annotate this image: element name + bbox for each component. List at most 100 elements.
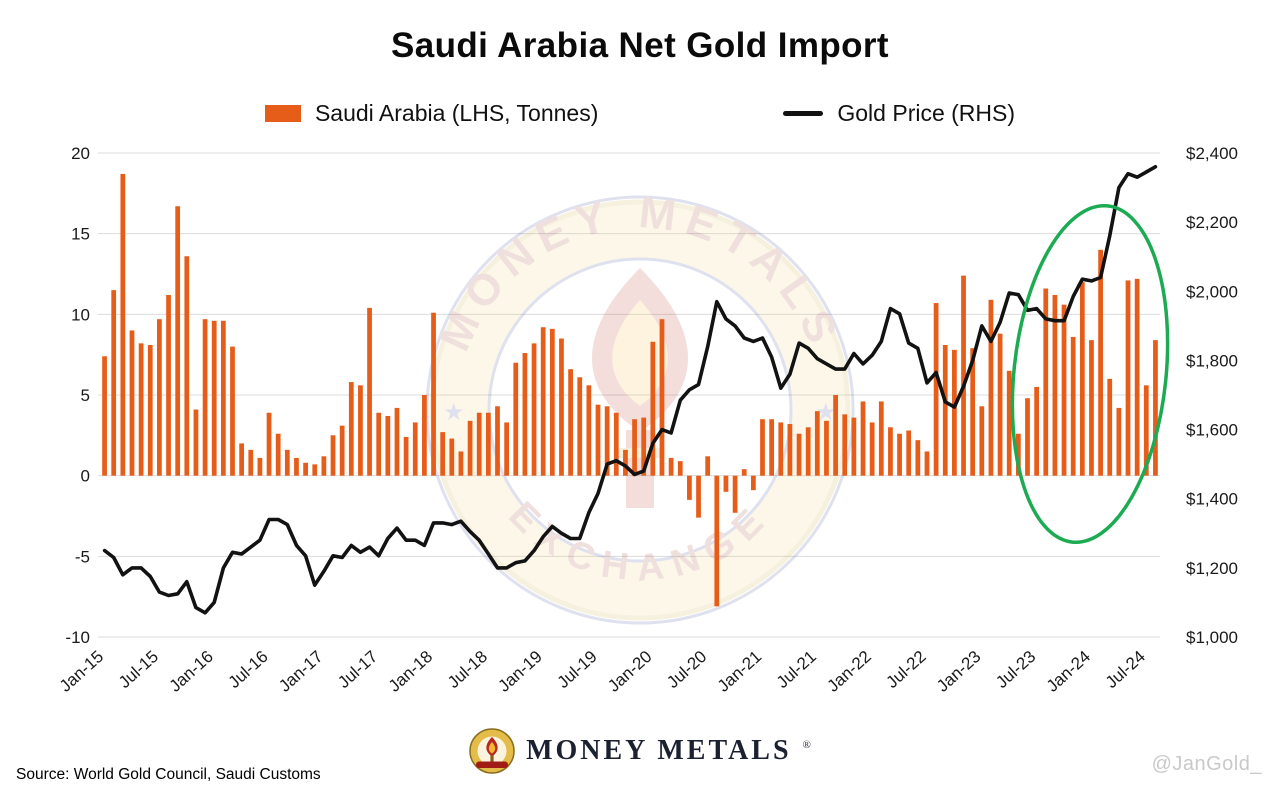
bar: [1125, 280, 1131, 476]
bar: [842, 414, 848, 476]
bar: [632, 419, 637, 476]
bar: [385, 415, 391, 476]
svg-text:Jul-20: Jul-20: [663, 647, 710, 692]
bars-series: [102, 173, 1158, 607]
bar: [1134, 278, 1140, 476]
bar: [367, 307, 372, 476]
bar: [485, 412, 491, 476]
bar: [1143, 385, 1149, 476]
svg-text:0: 0: [81, 467, 90, 486]
gold-price-line: [102, 165, 1158, 615]
bar: [1015, 433, 1021, 476]
bar: [129, 330, 135, 476]
svg-text:Jul-15: Jul-15: [115, 647, 162, 692]
bar: [193, 409, 199, 476]
bar: [111, 290, 117, 476]
svg-text:Jul-17: Jul-17: [334, 647, 381, 692]
svg-text:Jul-22: Jul-22: [883, 647, 930, 692]
bar: [1052, 294, 1058, 476]
bar: [321, 456, 327, 476]
bar: [1153, 340, 1158, 476]
gridlines: [98, 152, 1160, 638]
svg-text:$1,800: $1,800: [1186, 351, 1238, 370]
bar: [467, 420, 473, 476]
bar: [1098, 249, 1103, 476]
svg-text:10: 10: [71, 305, 90, 324]
bar: [878, 401, 884, 476]
bar: [915, 440, 921, 476]
svg-text:Jan-15: Jan-15: [56, 647, 107, 696]
twitter-handle: @JanGold_: [1151, 753, 1262, 775]
bar: [833, 395, 838, 476]
bar: [275, 433, 281, 476]
chart-title: Saudi Arabia Net Gold Import: [390, 26, 889, 65]
bar: [1079, 282, 1085, 476]
svg-text:Jan-16: Jan-16: [166, 647, 217, 696]
bar: [906, 430, 912, 476]
bar: [933, 303, 939, 476]
svg-text:Jan-19: Jan-19: [495, 647, 546, 696]
bar: [650, 341, 656, 476]
bar: [787, 424, 793, 476]
bar: [888, 427, 893, 476]
line-series-swatch: [783, 111, 824, 116]
bar: [559, 338, 564, 476]
bar: [604, 406, 610, 476]
bar: [979, 406, 985, 476]
bar: [714, 475, 720, 607]
bar: [924, 451, 930, 476]
bar: [540, 327, 546, 476]
bar: [641, 417, 647, 476]
bar: [732, 475, 738, 513]
bar: [723, 475, 729, 492]
bar: [348, 382, 354, 476]
registered-mark: ®: [802, 739, 811, 751]
bar: [696, 475, 701, 518]
bar: [869, 422, 875, 476]
bar: [750, 475, 756, 491]
bar: [513, 362, 519, 476]
bar: [257, 457, 263, 476]
bar: [860, 401, 866, 476]
bar: [458, 451, 464, 476]
bar: [476, 412, 482, 476]
bar: [294, 457, 299, 476]
bar: [897, 433, 902, 476]
bar: [997, 333, 1003, 476]
bar: [586, 385, 592, 476]
bar: [138, 343, 144, 476]
brand-footer: MONEY METALS ®: [0, 728, 1280, 774]
bar: [440, 432, 446, 476]
bar: [147, 344, 153, 476]
svg-text:Jan-20: Jan-20: [604, 647, 655, 696]
bar: [531, 343, 537, 476]
bar: [266, 412, 272, 476]
bar: [741, 469, 747, 476]
bar: [239, 443, 245, 476]
bar: [431, 312, 436, 476]
left-axis-labels: -10 -5 0 5 10 15 20: [65, 144, 90, 647]
bar: [970, 348, 976, 476]
bar: [659, 319, 665, 476]
svg-text:Jan-22: Jan-22: [823, 647, 874, 696]
legend-label-bars: Saudi Arabia (LHS, Tonnes): [314, 100, 599, 126]
svg-text:Jul-21: Jul-21: [773, 647, 820, 692]
bar: [623, 449, 628, 476]
bar: [202, 319, 208, 476]
bar: [403, 436, 409, 476]
svg-text:$1,200: $1,200: [1186, 559, 1238, 578]
bar: [422, 395, 427, 476]
bar: [942, 344, 948, 476]
bar: [248, 449, 254, 476]
svg-text:$2,400: $2,400: [1186, 144, 1238, 163]
svg-text:$1,600: $1,600: [1186, 421, 1238, 440]
bar: [376, 412, 382, 476]
bar: [952, 349, 957, 476]
svg-text:$2,000: $2,000: [1186, 282, 1238, 301]
bar: [769, 419, 775, 476]
bar: [1034, 386, 1040, 476]
bar: [668, 457, 674, 476]
bar: [1116, 407, 1122, 476]
bar: [522, 353, 528, 476]
